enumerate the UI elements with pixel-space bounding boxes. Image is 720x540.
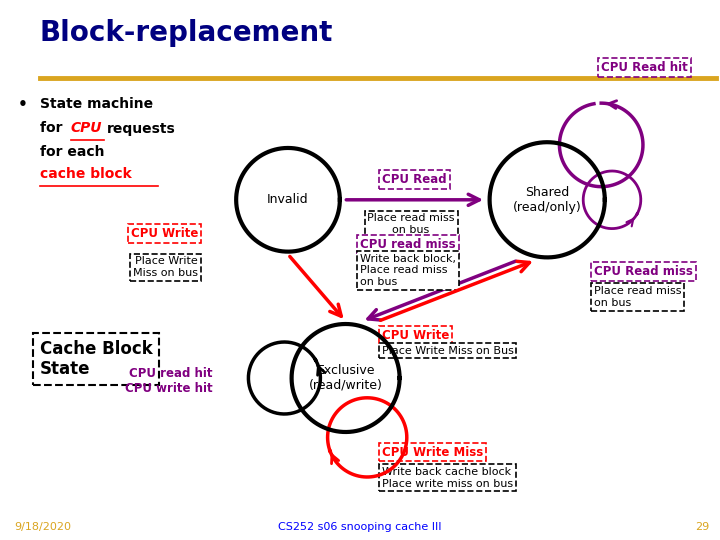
Text: CPU: CPU [71,122,102,136]
Text: CPU Write: CPU Write [382,329,449,342]
Text: 29: 29 [695,522,709,532]
Text: requests: requests [107,122,175,136]
Text: Block-replacement: Block-replacement [40,19,333,47]
Text: Place Write Miss on Bus: Place Write Miss on Bus [382,346,513,356]
Text: State machine: State machine [40,97,153,111]
Text: Shared
(read/only): Shared (read/only) [513,186,582,214]
Text: Write back block,
Place read miss
on bus: Write back block, Place read miss on bus [360,254,456,287]
Text: for each: for each [40,145,104,159]
Text: CPU Read miss: CPU Read miss [594,265,693,278]
Text: CPU Read: CPU Read [382,173,447,186]
Text: Invalid: Invalid [267,193,309,206]
Text: CPU Write: CPU Write [130,227,198,240]
Text: Place read miss
on bus: Place read miss on bus [367,213,455,235]
Text: Exclusive
(read/write): Exclusive (read/write) [309,364,382,392]
Text: CPU read hit
CPU write hit: CPU read hit CPU write hit [125,367,212,395]
Text: CPU Read hit: CPU Read hit [601,61,688,74]
Text: Write back cache block
Place write miss on bus: Write back cache block Place write miss … [382,467,513,489]
Text: 9/18/2020: 9/18/2020 [14,522,71,532]
Text: CS252 s06 snooping cache III: CS252 s06 snooping cache III [278,522,442,532]
Text: •: • [18,97,28,112]
Text: Cache Block
State: Cache Block State [40,340,153,379]
Text: cache block: cache block [40,167,131,181]
Text: for: for [40,122,67,136]
Text: Place Write
Miss on bus: Place Write Miss on bus [133,256,198,278]
Text: Place read miss
on bus: Place read miss on bus [594,286,682,308]
Text: CPU Write Miss: CPU Write Miss [382,446,483,458]
Text: CPU read miss: CPU read miss [360,238,456,251]
